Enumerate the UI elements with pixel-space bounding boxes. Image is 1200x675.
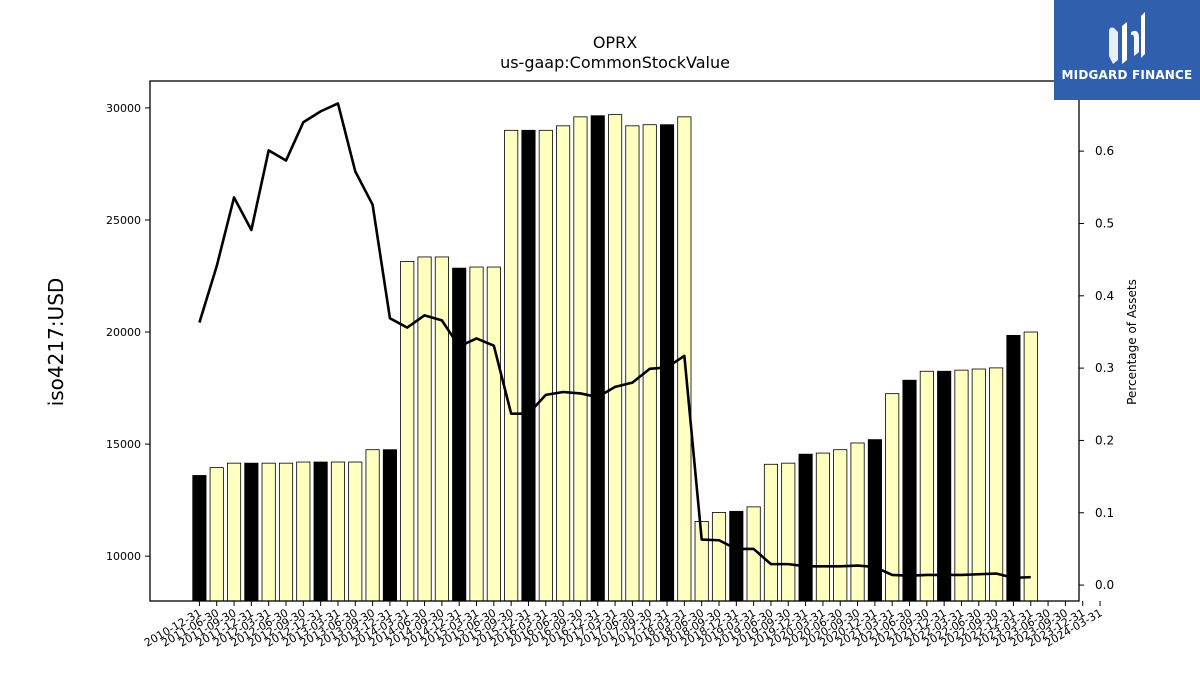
bar <box>781 462 796 602</box>
bar <box>573 116 588 602</box>
chart-subtitle: us-gaap:CommonStockValue <box>500 53 730 72</box>
y2-tick-label: 0.0 <box>1095 578 1114 592</box>
bar <box>348 461 363 602</box>
bar <box>867 439 882 602</box>
bar <box>209 467 224 602</box>
bar <box>365 449 380 602</box>
y-tick-label: 10000 <box>106 550 141 563</box>
bar <box>400 261 415 602</box>
y2-tick-label: 0.4 <box>1095 289 1114 303</box>
bar <box>763 463 779 602</box>
logo-text: MIDGARD FINANCE <box>1061 68 1193 82</box>
bar <box>608 114 623 602</box>
bar <box>192 475 207 602</box>
logo-badge: MIDGARD FINANCE <box>1054 0 1200 100</box>
y-tick-label: 30000 <box>106 102 141 115</box>
bar <box>625 125 640 602</box>
bar <box>556 125 571 602</box>
bar <box>521 129 536 602</box>
bar <box>833 449 848 602</box>
y2-ticks: 0.0 0.1 0.2 0.3 0.4 0.5 0.6 <box>1079 144 1114 592</box>
bar <box>244 462 259 602</box>
y-tick-label: 20000 <box>106 326 141 339</box>
y-axis-label: iso4217:USD <box>44 278 68 407</box>
bar <box>902 379 917 602</box>
bar <box>954 369 969 602</box>
bar <box>937 370 952 602</box>
bar <box>885 393 900 602</box>
y-ticks: 10000 15000 20000 25000 30000 <box>106 102 150 563</box>
y2-tick-label: 0.2 <box>1095 433 1114 447</box>
bar <box>1023 331 1038 602</box>
midgard-logo-icon <box>1109 12 1145 64</box>
bar <box>989 367 1004 602</box>
y2-tick-label: 0.3 <box>1095 361 1114 375</box>
bar <box>504 129 519 602</box>
bar <box>417 256 432 602</box>
bar <box>815 452 830 602</box>
bar <box>278 462 294 602</box>
chart-title: OPRX <box>593 33 637 52</box>
y2-tick-label: 0.5 <box>1095 216 1114 230</box>
bar <box>226 462 242 602</box>
bar <box>590 115 605 602</box>
bar <box>434 256 449 602</box>
percentage-line <box>198 102 1031 580</box>
bars-layer <box>192 114 1038 602</box>
line-layer <box>198 102 1031 580</box>
bar <box>971 368 986 602</box>
bar <box>850 442 865 602</box>
bar <box>1006 334 1021 602</box>
y2-axis-label: Percentage of Assets <box>1125 279 1139 405</box>
bar <box>469 266 484 602</box>
bar <box>798 453 813 602</box>
bar <box>452 267 467 602</box>
bar <box>919 370 934 602</box>
x-ticks: 2010-12-312011-06-302011-09-302011-12-31… <box>142 601 1105 650</box>
bar <box>313 461 328 602</box>
bar <box>261 462 276 602</box>
bar <box>642 124 657 602</box>
bar <box>330 461 346 602</box>
bar <box>296 461 311 602</box>
bar <box>486 266 501 602</box>
bar <box>538 129 553 602</box>
bar <box>382 449 397 602</box>
bar <box>729 510 744 602</box>
y2-tick-label: 0.1 <box>1095 506 1114 520</box>
bar <box>711 512 727 602</box>
y-tick-label: 15000 <box>106 438 141 451</box>
y-tick-label: 25000 <box>106 214 141 227</box>
y2-tick-label: 0.6 <box>1095 144 1114 158</box>
plot-frame <box>149 80 1080 602</box>
